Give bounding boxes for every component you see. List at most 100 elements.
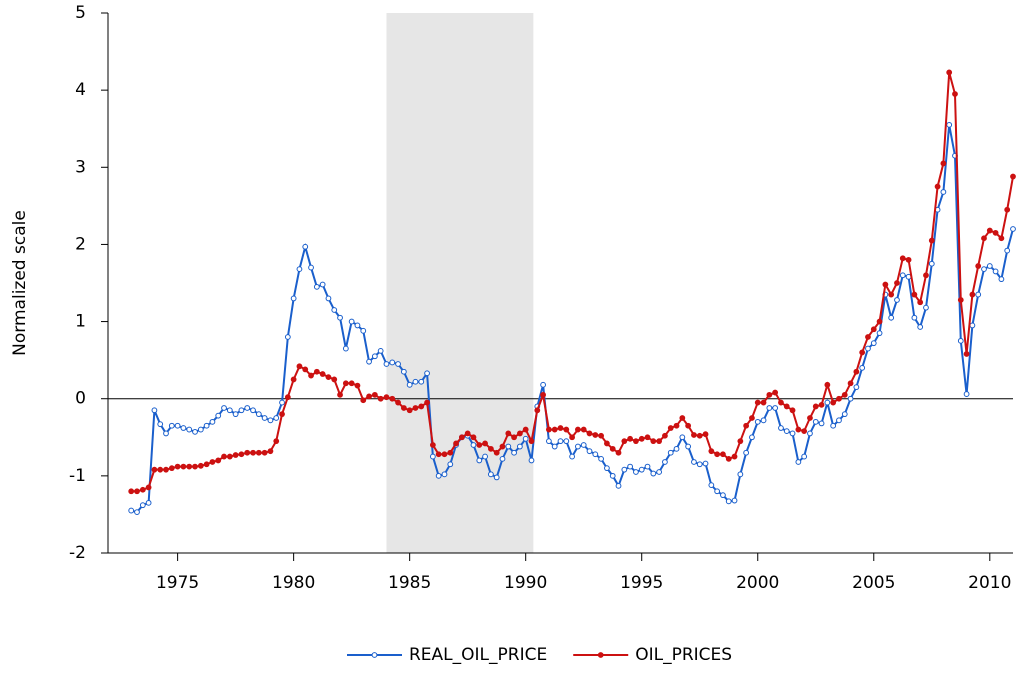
data-point bbox=[493, 474, 500, 481]
y-tick-label: 2 bbox=[75, 234, 86, 254]
data-point bbox=[586, 448, 593, 455]
data-point bbox=[731, 453, 738, 460]
data-point bbox=[778, 399, 784, 406]
data-point bbox=[354, 322, 361, 329]
x-tick-label: 2005 bbox=[852, 573, 895, 593]
data-point bbox=[464, 430, 471, 437]
data-point bbox=[986, 227, 993, 234]
data-point bbox=[255, 411, 262, 418]
data-point bbox=[551, 443, 558, 450]
data-point bbox=[696, 432, 703, 439]
data-point bbox=[354, 382, 361, 389]
data-point bbox=[633, 469, 639, 475]
data-point bbox=[957, 337, 964, 344]
data-point bbox=[818, 401, 825, 408]
data-point bbox=[383, 361, 390, 367]
data-point bbox=[795, 426, 802, 433]
data-point bbox=[197, 462, 204, 469]
data-point bbox=[575, 426, 581, 433]
data-point bbox=[963, 391, 970, 397]
data-point bbox=[308, 264, 314, 271]
data-point bbox=[894, 280, 900, 286]
x-tick-label: 1990 bbox=[504, 573, 547, 593]
data-point bbox=[685, 422, 692, 429]
data-point bbox=[899, 255, 906, 262]
data-point bbox=[487, 471, 494, 478]
data-point bbox=[128, 507, 135, 514]
data-point bbox=[238, 407, 245, 414]
data-point bbox=[412, 405, 419, 411]
data-point bbox=[1010, 173, 1016, 180]
x-tick-label: 2000 bbox=[736, 573, 779, 593]
data-point bbox=[778, 425, 784, 431]
data-point bbox=[279, 411, 285, 418]
data-point bbox=[470, 434, 477, 441]
y-tick-label: 3 bbox=[75, 157, 86, 177]
data-point bbox=[743, 422, 750, 429]
data-point bbox=[441, 471, 448, 478]
data-point bbox=[244, 449, 251, 456]
data-point bbox=[319, 371, 326, 377]
data-point bbox=[911, 314, 918, 321]
data-point bbox=[754, 399, 761, 406]
data-point bbox=[476, 442, 483, 448]
data-point bbox=[458, 434, 465, 441]
data-point bbox=[302, 243, 309, 250]
data-point bbox=[696, 461, 703, 468]
x-tick-label: 1980 bbox=[272, 573, 315, 593]
data-point bbox=[882, 281, 889, 288]
data-point bbox=[888, 291, 895, 298]
data-point bbox=[638, 466, 645, 473]
data-point bbox=[812, 418, 819, 425]
data-point bbox=[360, 327, 367, 334]
data-point bbox=[215, 457, 222, 464]
data-point bbox=[656, 438, 663, 445]
data-point bbox=[186, 463, 193, 470]
data-point bbox=[221, 405, 227, 411]
data-point bbox=[580, 442, 587, 448]
data-point bbox=[551, 426, 558, 433]
data-point bbox=[308, 372, 314, 379]
data-point bbox=[389, 359, 396, 366]
data-point bbox=[604, 465, 610, 472]
data-point bbox=[766, 405, 773, 411]
data-point bbox=[627, 463, 634, 470]
data-point bbox=[302, 366, 309, 373]
data-point bbox=[818, 420, 825, 427]
data-point bbox=[128, 488, 135, 495]
data-point bbox=[540, 391, 546, 398]
data-point bbox=[226, 407, 233, 414]
data-point bbox=[563, 438, 570, 445]
data-point bbox=[720, 492, 726, 499]
data-point bbox=[667, 425, 674, 431]
data-point bbox=[157, 421, 164, 428]
data-point bbox=[540, 381, 546, 388]
data-point bbox=[853, 368, 860, 375]
data-point bbox=[197, 426, 204, 433]
data-point bbox=[714, 451, 721, 458]
data-point bbox=[395, 361, 401, 367]
data-point bbox=[174, 422, 181, 429]
data-point bbox=[470, 442, 477, 448]
data-point bbox=[273, 438, 280, 445]
data-point bbox=[209, 418, 216, 425]
data-point bbox=[447, 449, 454, 456]
data-point bbox=[493, 449, 500, 456]
data-point bbox=[163, 466, 169, 473]
data-point bbox=[319, 281, 326, 288]
data-point bbox=[604, 440, 610, 447]
data-point bbox=[180, 463, 187, 470]
data-point bbox=[981, 266, 987, 273]
data-point bbox=[801, 428, 808, 435]
data-point bbox=[975, 263, 982, 269]
data-point bbox=[447, 461, 454, 468]
data-point bbox=[511, 449, 517, 456]
data-point bbox=[923, 272, 929, 279]
data-point bbox=[830, 399, 837, 406]
data-point bbox=[366, 358, 372, 365]
data-point bbox=[505, 443, 512, 450]
data-point bbox=[203, 461, 210, 468]
data-point bbox=[702, 460, 709, 467]
y-axis-label: Normalized scale bbox=[10, 210, 30, 356]
y-tick-label: 1 bbox=[75, 312, 86, 332]
